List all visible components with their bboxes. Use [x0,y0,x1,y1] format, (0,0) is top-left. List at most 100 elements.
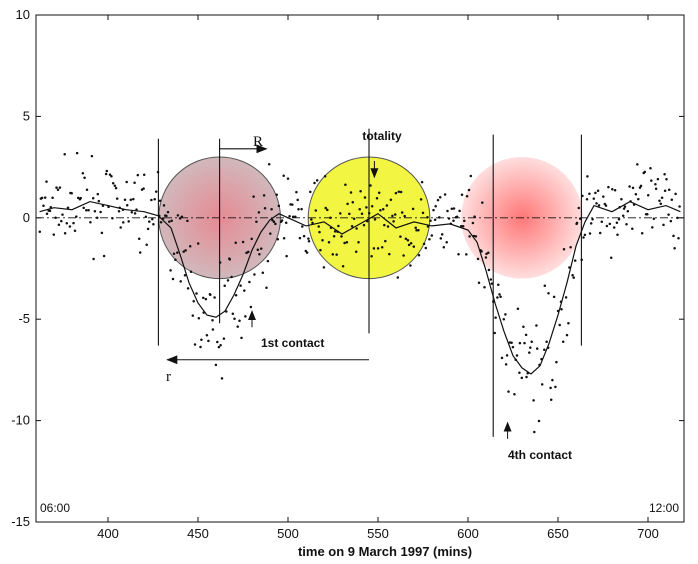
data-point [571,274,574,277]
data-point [63,232,67,235]
data-point [547,292,550,295]
data-point [319,248,322,252]
data-point [493,331,496,335]
data-point [199,345,202,349]
data-point [76,196,80,200]
data-point [496,296,499,299]
data-point [252,195,255,198]
x-tick-label: 650 [547,526,569,541]
data-point [500,356,504,360]
data-point [373,218,377,221]
data-point [622,207,626,210]
data-point [275,193,278,197]
data-point [262,194,266,197]
data-point [609,256,613,259]
data-point [450,207,454,211]
data-point [82,206,85,210]
data-point [337,224,340,228]
data-point [528,351,531,354]
data-point [533,430,536,434]
data-point [362,223,366,227]
data-point [274,222,277,226]
data-point [282,237,286,240]
data-point [656,177,660,181]
data-point [375,196,379,200]
data-point [343,241,346,245]
data-point [257,211,261,214]
data-point [125,204,129,207]
data-point [372,247,376,250]
data-point [672,234,675,238]
data-point [48,209,52,213]
data-point [543,284,547,288]
data-point [677,237,680,240]
x-tick-label: 450 [187,526,209,541]
data-point [434,205,437,208]
data-point [38,230,42,233]
data-point [414,226,417,230]
data-point [311,221,314,225]
data-point [636,163,639,166]
data-point [89,221,92,224]
data-point [359,189,362,193]
data-point [346,202,349,206]
data-point [477,281,481,284]
data-point [99,210,102,214]
data-point [220,377,224,380]
data-point [402,254,405,257]
data-point [219,343,222,347]
data-point [115,197,119,200]
data-point [592,197,596,200]
data-point [499,295,502,298]
data-point [439,237,443,240]
data-point [56,188,60,192]
data-point [594,191,597,195]
data-point [341,264,345,268]
data-point [174,258,177,262]
data-point [91,197,95,200]
data-point [457,252,460,256]
data-point [97,199,101,203]
data-point [600,220,604,223]
data-point [85,209,88,212]
data-point [452,219,455,222]
data-point [357,240,360,244]
data-point [669,219,673,223]
data-point [458,209,461,213]
data-point [276,238,280,241]
data-point [75,215,78,218]
data-point [608,222,612,226]
data-point [465,253,468,256]
data-point [523,341,526,345]
data-point [438,195,442,199]
data-point [560,308,563,311]
data-point [45,212,49,216]
data-point [469,174,473,178]
data-point [176,214,180,217]
data-point [123,198,127,201]
data-point [355,227,358,230]
y-tick-label: -10 [11,413,30,428]
data-point [217,345,221,349]
data-point [153,198,156,201]
data-point [442,246,446,249]
data-point [394,191,398,195]
data-point [228,258,232,261]
data-point [667,188,671,191]
data-point [111,181,115,185]
data-point [535,347,539,350]
data-point [302,234,306,238]
data-point [504,313,507,316]
data-point [313,181,316,185]
data-point [524,333,528,337]
data-point [582,236,585,239]
corner-label-left: 06:00 [40,501,70,515]
data-point [40,196,44,200]
data-point [520,376,524,380]
data-point [223,284,226,288]
data-point [426,225,430,228]
data-point [604,204,608,207]
data-point [651,226,654,229]
data-point [399,235,402,238]
data-point [543,348,546,351]
